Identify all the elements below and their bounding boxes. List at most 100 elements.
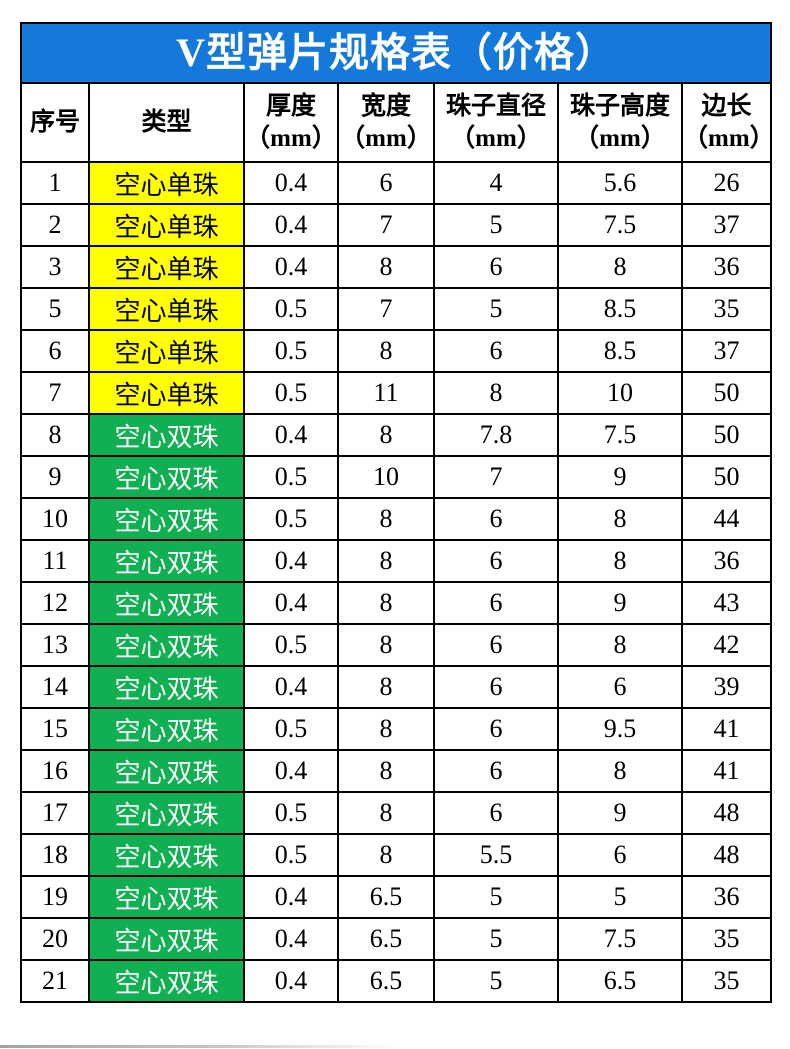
bead-height-cell: 10 <box>557 371 683 415</box>
bead-height-cell: 5 <box>557 875 683 919</box>
bead-height-cell: 8 <box>557 539 683 583</box>
width-cell: 8 <box>337 581 435 625</box>
table-row: 7 空心单珠 0.5 11 8 10 50 <box>20 371 773 415</box>
side-length-cell: 48 <box>680 791 773 835</box>
side-length-cell: 41 <box>680 749 773 793</box>
serial-cell: 6 <box>20 329 90 373</box>
type-cell: 空心单珠 <box>88 203 245 247</box>
width-cell: 7 <box>337 203 435 247</box>
thickness-cell: 0.4 <box>243 875 339 919</box>
thickness-cell: 0.4 <box>243 413 339 457</box>
serial-cell: 15 <box>20 707 90 751</box>
bead-diameter-cell: 5.5 <box>433 833 559 877</box>
serial-cell: 5 <box>20 287 90 331</box>
table-row: 21 空心双珠 0.4 6.5 5 6.5 35 <box>20 959 773 1003</box>
bead-height-cell: 8 <box>557 497 683 541</box>
bead-height-cell: 5.6 <box>557 161 683 205</box>
table-row: 20 空心双珠 0.4 6.5 5 7.5 35 <box>20 917 773 961</box>
bead-diameter-cell: 6 <box>433 791 559 835</box>
serial-cell: 16 <box>20 749 90 793</box>
bead-height-cell: 8 <box>557 749 683 793</box>
table-row: 13 空心双珠 0.5 8 6 8 42 <box>20 623 773 667</box>
header-label: 边长 <box>701 93 752 121</box>
serial-cell: 13 <box>20 623 90 667</box>
table-body: 1 空心单珠 0.4 6 4 5.6 26 2 空心单珠 0.4 7 5 7.5… <box>20 161 773 1003</box>
serial-cell: 3 <box>20 245 90 289</box>
column-header-thickness: 厚度 （mm） <box>243 82 339 163</box>
bead-diameter-cell: 6 <box>433 707 559 751</box>
serial-cell: 19 <box>20 875 90 919</box>
type-cell: 空心双珠 <box>88 665 245 709</box>
thickness-cell: 0.5 <box>243 329 339 373</box>
serial-cell: 21 <box>20 959 90 1003</box>
bead-diameter-cell: 5 <box>433 917 559 961</box>
bead-height-cell: 7.5 <box>557 917 683 961</box>
thickness-cell: 0.4 <box>243 917 339 961</box>
bead-diameter-cell: 5 <box>433 875 559 919</box>
bead-diameter-cell: 5 <box>433 959 559 1003</box>
type-cell: 空心单珠 <box>88 329 245 373</box>
serial-cell: 10 <box>20 497 90 541</box>
table-row: 5 空心单珠 0.5 7 5 8.5 35 <box>20 287 773 331</box>
header-label: 珠子高度 <box>569 93 670 121</box>
header-unit: （mm） <box>574 124 666 152</box>
thickness-cell: 0.4 <box>243 539 339 583</box>
column-header-bead-height: 珠子高度 （mm） <box>557 82 683 163</box>
bead-diameter-cell: 6 <box>433 623 559 667</box>
bead-height-cell: 9.5 <box>557 707 683 751</box>
serial-cell: 17 <box>20 791 90 835</box>
table-row: 1 空心单珠 0.4 6 4 5.6 26 <box>20 161 773 205</box>
serial-cell: 14 <box>20 665 90 709</box>
bead-diameter-cell: 6 <box>433 665 559 709</box>
side-length-cell: 37 <box>680 203 773 247</box>
side-length-cell: 35 <box>680 917 773 961</box>
width-cell: 11 <box>337 371 435 415</box>
width-cell: 8 <box>337 833 435 877</box>
thickness-cell: 0.5 <box>243 623 339 667</box>
width-cell: 8 <box>337 665 435 709</box>
thickness-cell: 0.4 <box>243 959 339 1003</box>
type-cell: 空心单珠 <box>88 287 245 331</box>
bead-height-cell: 9 <box>557 581 683 625</box>
type-cell: 空心双珠 <box>88 623 245 667</box>
column-header-bead-diameter: 珠子直径 （mm） <box>433 82 559 163</box>
side-length-cell: 36 <box>680 875 773 919</box>
serial-cell: 9 <box>20 455 90 499</box>
type-cell: 空心单珠 <box>88 371 245 415</box>
width-cell: 10 <box>337 455 435 499</box>
side-length-cell: 44 <box>680 497 773 541</box>
width-cell: 7 <box>337 287 435 331</box>
table-row: 17 空心双珠 0.5 8 6 9 48 <box>20 791 773 835</box>
header-label: 厚度 <box>265 93 316 121</box>
side-length-cell: 39 <box>680 665 773 709</box>
bead-height-cell: 8.5 <box>557 287 683 331</box>
width-cell: 6 <box>337 161 435 205</box>
table-row: 14 空心双珠 0.4 8 6 6 39 <box>20 665 773 709</box>
thickness-cell: 0.5 <box>243 791 339 835</box>
type-cell: 空心双珠 <box>88 959 245 1003</box>
bead-height-cell: 6.5 <box>557 959 683 1003</box>
width-cell: 8 <box>337 623 435 667</box>
bead-diameter-cell: 5 <box>433 203 559 247</box>
width-cell: 8 <box>337 329 435 373</box>
table-row: 3 空心单珠 0.4 8 6 8 36 <box>20 245 773 289</box>
thickness-cell: 0.5 <box>243 371 339 415</box>
type-cell: 空心单珠 <box>88 161 245 205</box>
width-cell: 8 <box>337 707 435 751</box>
bead-diameter-cell: 6 <box>433 749 559 793</box>
type-cell: 空心双珠 <box>88 875 245 919</box>
table-row: 10 空心双珠 0.5 8 6 8 44 <box>20 497 773 541</box>
serial-cell: 8 <box>20 413 90 457</box>
column-header-width: 宽度 （mm） <box>337 82 435 163</box>
width-cell: 6.5 <box>337 875 435 919</box>
bead-height-cell: 8.5 <box>557 329 683 373</box>
side-length-cell: 37 <box>680 329 773 373</box>
serial-cell: 1 <box>20 161 90 205</box>
table-row: 15 空心双珠 0.5 8 6 9.5 41 <box>20 707 773 751</box>
title-row: V型弹片规格表（价格） <box>19 22 773 84</box>
header-unit: （mm） <box>450 124 542 152</box>
bead-height-cell: 7.5 <box>557 413 683 457</box>
type-cell: 空心双珠 <box>88 707 245 751</box>
header-label: 序号 <box>29 108 80 136</box>
bead-diameter-cell: 6 <box>433 245 559 289</box>
